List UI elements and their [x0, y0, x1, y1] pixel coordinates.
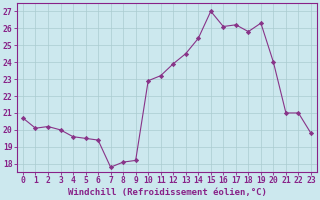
X-axis label: Windchill (Refroidissement éolien,°C): Windchill (Refroidissement éolien,°C): [68, 188, 266, 197]
